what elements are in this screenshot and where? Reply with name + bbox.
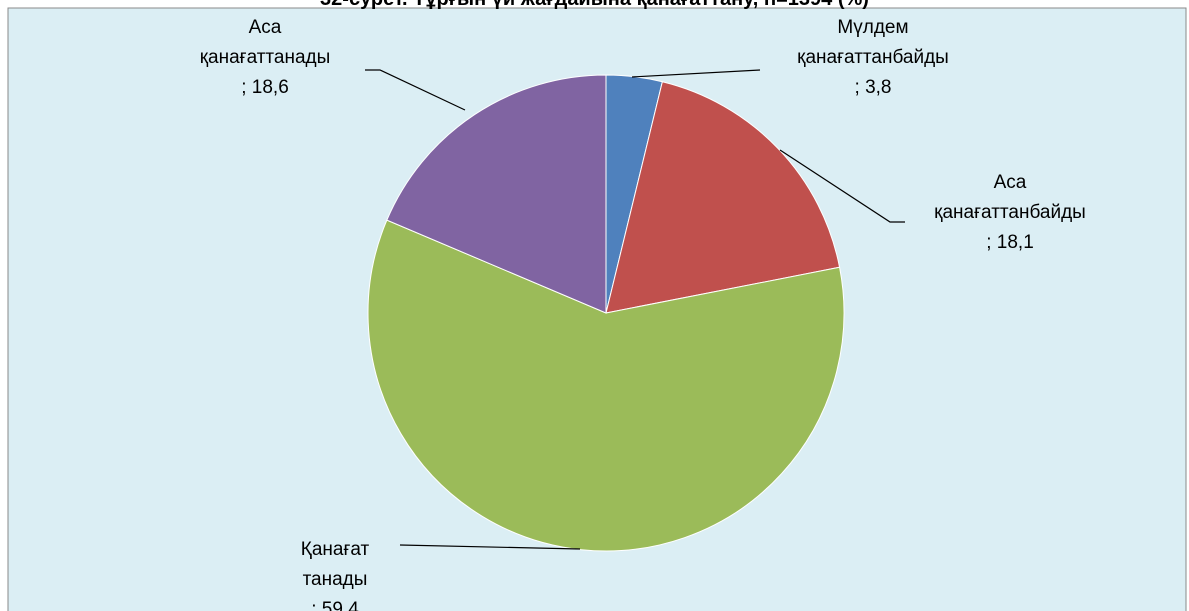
pie-slice — [386, 74, 607, 314]
leader-line — [631, 69, 761, 78]
data-label: ; 18,1 — [986, 232, 1034, 253]
data-label: ; 3,8 — [854, 77, 892, 98]
category-label: Қанағат танады — [300, 539, 370, 590]
category-label: Мүлдем қанағаттанбайды — [797, 17, 949, 68]
pie-slice — [367, 219, 845, 552]
category-label: Аса қанағаттанбайды — [934, 172, 1086, 223]
leader-line — [779, 149, 905, 223]
data-label: ; 18,6 — [241, 77, 289, 98]
pie-slice — [605, 81, 841, 314]
chart-title: 32-сурет. Тұрғын үй жағдайына қанағаттан… — [0, 0, 1189, 11]
category-label: Аса қанағаттанады — [199, 17, 331, 68]
data-label: ; 59,4 — [311, 599, 359, 611]
leader-line — [399, 544, 581, 550]
leader-line — [365, 69, 466, 111]
